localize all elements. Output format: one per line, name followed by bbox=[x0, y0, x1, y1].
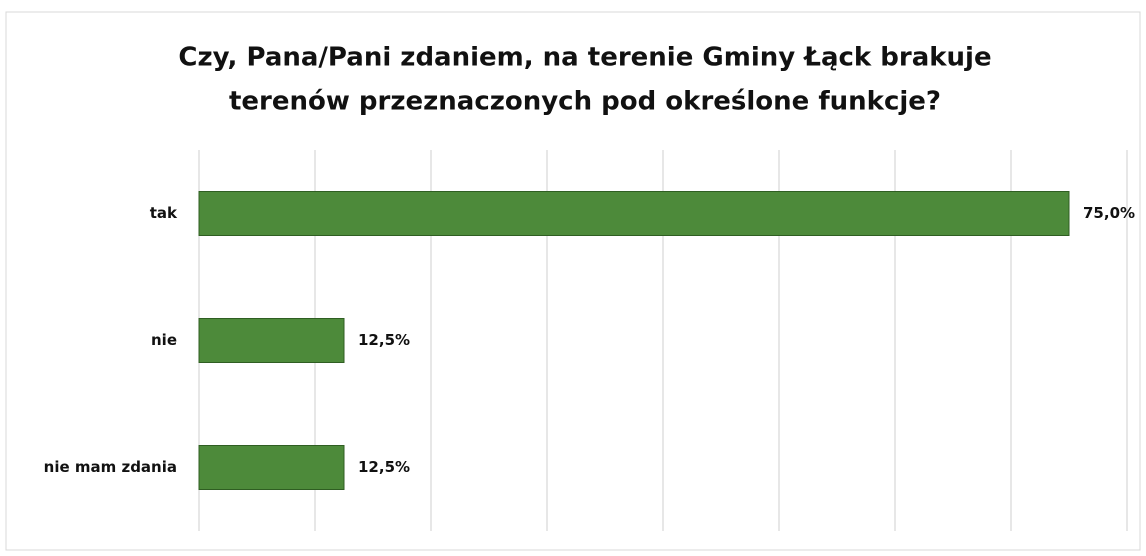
chart-title: terenów przeznaczonych pod określone fun… bbox=[229, 87, 941, 117]
chart-title: Czy, Pana/Pani zdaniem, na terenie Gminy… bbox=[178, 43, 991, 73]
chart-frame bbox=[5, 11, 1141, 551]
y-tick-label: nie mam zdania bbox=[44, 458, 177, 476]
y-tick-label: nie bbox=[151, 331, 177, 349]
bar bbox=[198, 191, 1070, 236]
data-label: 75,0% bbox=[1083, 204, 1135, 222]
data-label: 12,5% bbox=[358, 331, 410, 349]
bar bbox=[198, 318, 345, 363]
data-label: 12,5% bbox=[358, 458, 410, 476]
bar bbox=[198, 445, 345, 490]
y-tick-label: tak bbox=[150, 204, 178, 222]
